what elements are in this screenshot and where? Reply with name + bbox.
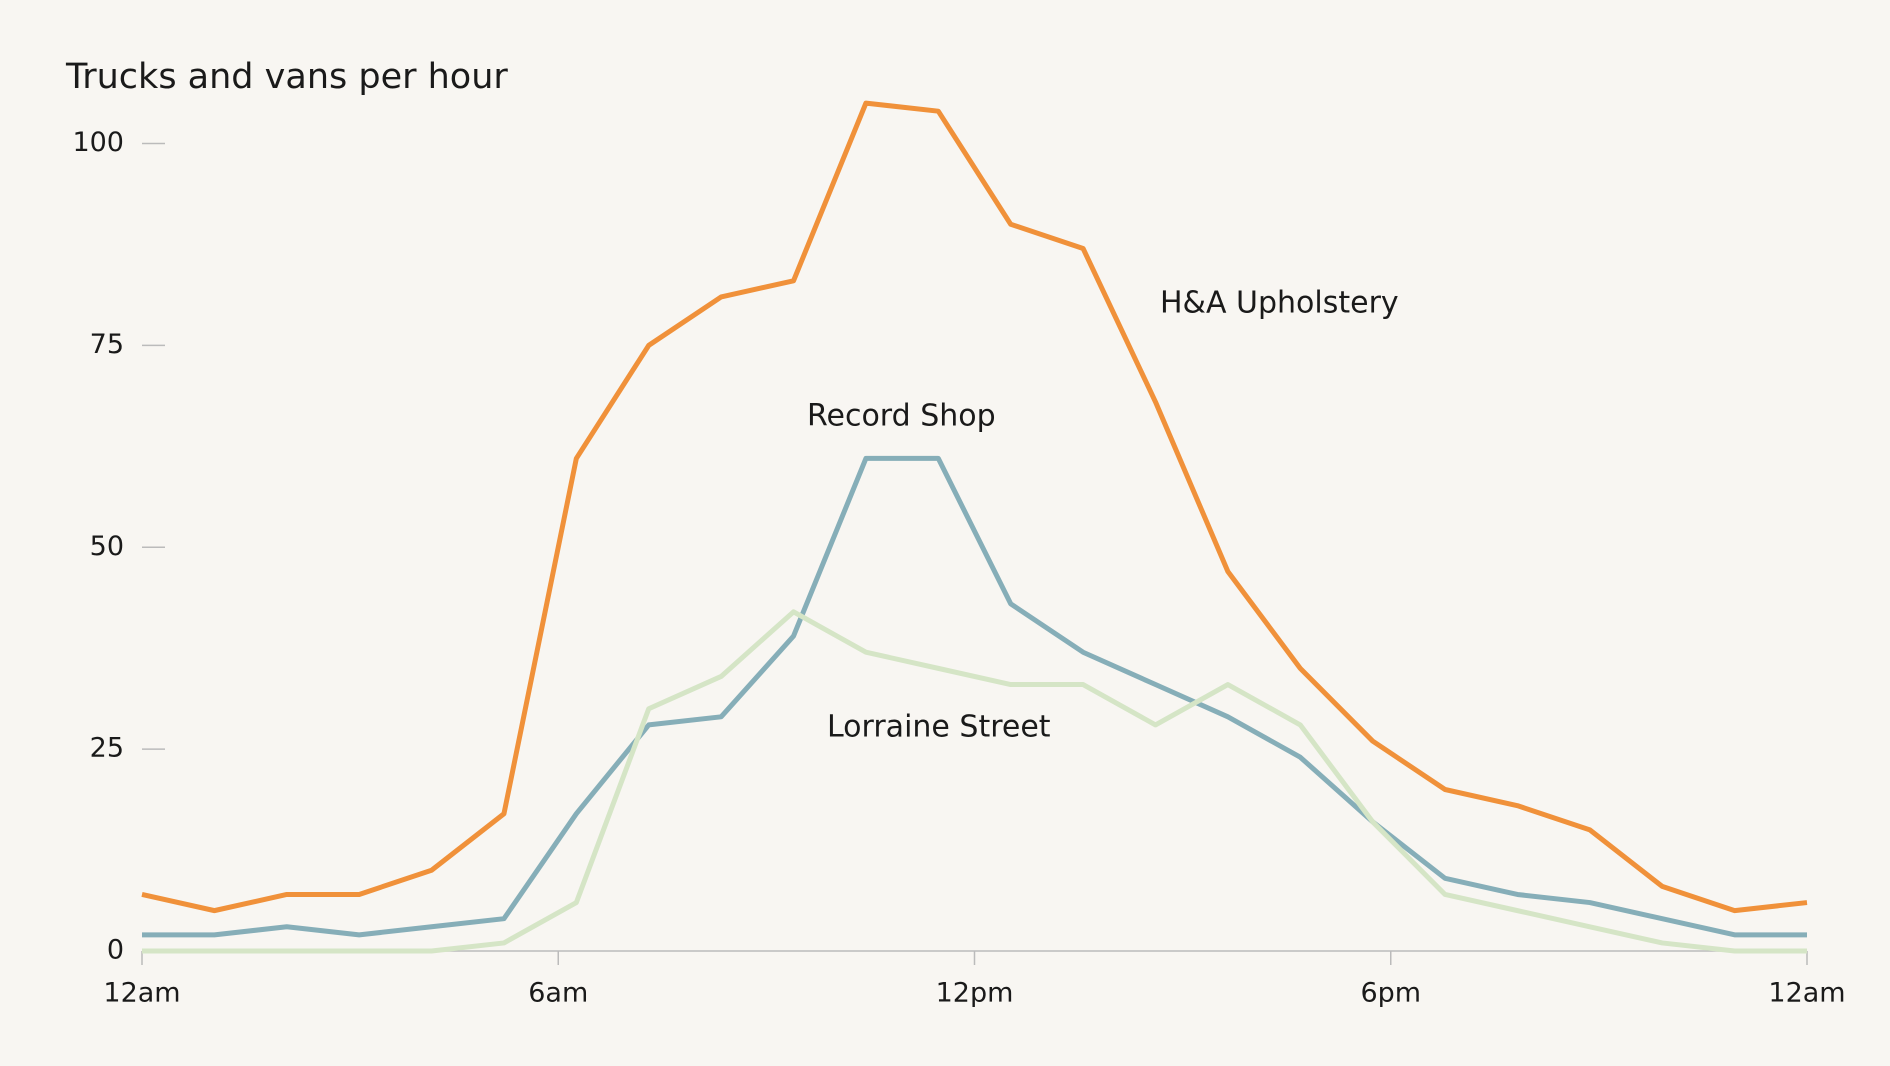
series-label: H&A Upholstery: [1160, 286, 1399, 321]
y-tick-label: 0: [107, 935, 124, 966]
series-line: [141, 100, 1808, 914]
series-line: [142, 609, 1807, 954]
chart-title: Trucks and vans per hour: [65, 57, 508, 97]
series-line: [142, 455, 1807, 938]
x-tick-label: 6pm: [1360, 978, 1421, 1009]
y-tick-label: 25: [90, 733, 124, 764]
y-tick-label: 75: [90, 329, 124, 360]
series-label: Record Shop: [807, 399, 996, 434]
x-tick-label: 6am: [528, 978, 588, 1009]
series-label: Lorraine Street: [827, 710, 1051, 745]
x-tick-label: 12am: [103, 978, 180, 1009]
x-tick-label: 12am: [1768, 978, 1845, 1009]
y-tick-label: 100: [72, 127, 124, 158]
y-tick-label: 50: [90, 531, 124, 562]
x-tick-label: 12pm: [936, 978, 1014, 1009]
